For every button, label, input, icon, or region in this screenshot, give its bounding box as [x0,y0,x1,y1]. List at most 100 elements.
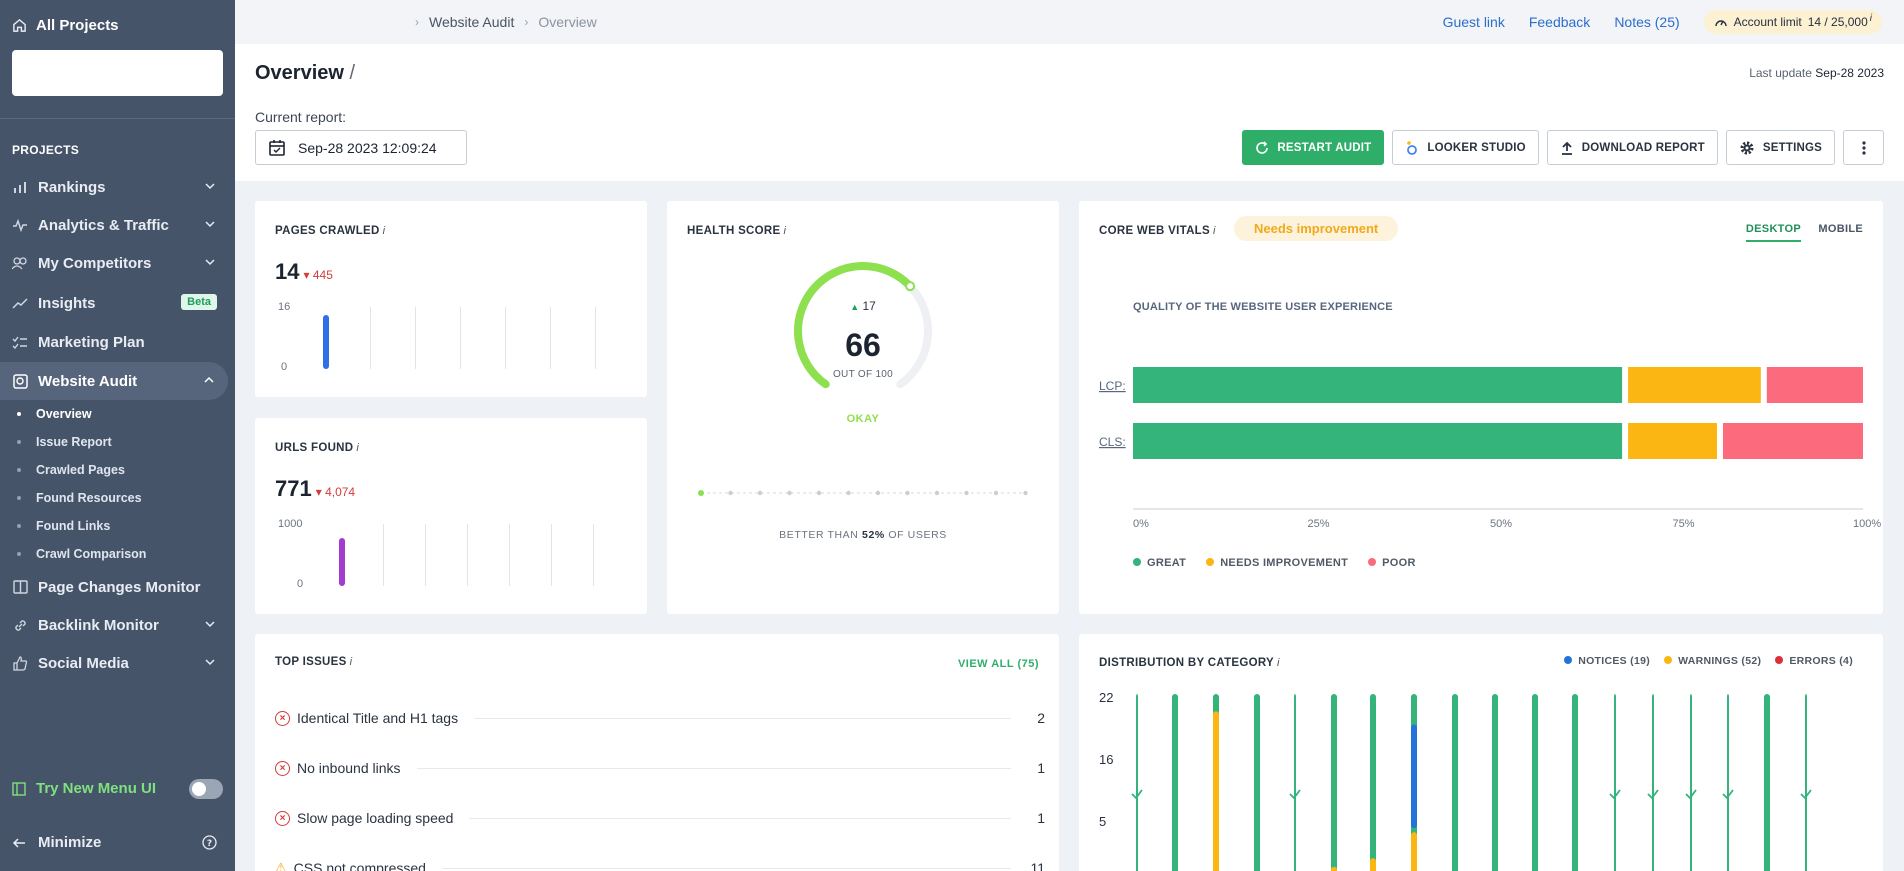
warnings-segment[interactable] [1370,858,1376,871]
header-buttons: RESTART AUDIT LOOKER STUDIO DOWNLOAD REP… [1242,130,1884,165]
sub-item-found-resources[interactable]: Found Resources [0,486,235,510]
sidebar-item-website-audit[interactable]: Website Audit [0,362,228,400]
warnings-segment[interactable] [1411,832,1417,871]
download-report-button[interactable]: DOWNLOAD REPORT [1546,130,1718,165]
guest-link[interactable]: Guest link [1442,14,1505,30]
tab-mobile[interactable]: MOBILE [1818,223,1863,235]
sub-item-crawled-pages[interactable]: Crawled Pages [0,458,235,482]
grid-line [593,524,594,586]
sub-item-overview[interactable]: Overview [0,402,235,426]
last-update-label: Last update [1749,66,1812,80]
sub-item-issue-report[interactable]: Issue Report [0,430,235,454]
timeline-point[interactable] [993,490,999,496]
timeline-point[interactable] [905,490,910,496]
last-update-value: Sep-28 2023 [1815,66,1884,80]
sidebar-item-competitors[interactable]: My Competitors [0,244,235,282]
notices-segment[interactable] [1411,724,1417,829]
check-icon [1647,789,1659,800]
info-icon[interactable]: i [1277,657,1280,669]
cwv-bar-segment[interactable] [1628,423,1717,459]
chevron-down-icon [205,659,215,666]
issue-row[interactable]: × No inbound links 1 [275,760,1045,776]
distribution-bar[interactable] [1492,694,1498,871]
sidebar-item-rankings[interactable]: Rankings [0,168,235,206]
issue-row[interactable]: ⚠ CSS not compressed 11 [275,860,1045,871]
sidebar-item-marketing-plan[interactable]: Marketing Plan [0,323,235,361]
cwv-row-label[interactable]: CLS: [1099,435,1126,449]
info-icon[interactable]: i [382,225,386,237]
account-limit-badge[interactable]: Account limit 14 / 25,000 i [1703,10,1882,34]
cwv-bar-segment[interactable] [1628,367,1761,403]
all-projects-link[interactable]: All Projects [0,0,235,34]
timeline-point[interactable] [757,490,763,496]
distribution-bar[interactable] [1172,694,1178,871]
x-tick-label: 50% [1490,518,1512,530]
looker-studio-button[interactable]: LOOKER STUDIO [1392,130,1539,165]
timeline-point[interactable] [964,490,969,496]
urls-found-number: 771 [275,476,312,501]
distribution-bar[interactable] [1690,694,1692,871]
cwv-bar-segment[interactable] [1766,367,1863,403]
issue-divider [416,767,1011,769]
cwv-row-label[interactable]: LCP: [1099,379,1126,393]
sidebar-item-backlink-monitor[interactable]: Backlink Monitor [0,606,235,644]
sidebar-item-page-changes[interactable]: Page Changes Monitor [0,568,235,606]
pages-crawled-bar[interactable] [323,314,329,369]
timeline-point[interactable] [787,490,792,496]
cwv-bar-segment[interactable] [1133,423,1623,459]
timeline-point[interactable] [934,490,940,496]
warnings-segment[interactable] [1213,711,1219,871]
breadcrumb-website-audit[interactable]: Website Audit [429,14,515,30]
report-date-picker[interactable]: Sep-28 2023 12:09:24 [255,130,467,165]
sidebar-item-social-media[interactable]: Social Media [0,644,235,682]
feedback-link[interactable]: Feedback [1528,14,1591,30]
distribution-bar[interactable] [1614,694,1616,871]
cwv-bar-segment[interactable] [1133,367,1623,403]
distribution-bar[interactable] [1370,694,1376,871]
distribution-bar[interactable] [1652,694,1654,871]
issue-row[interactable]: × Identical Title and H1 tags 2 [275,710,1045,726]
distribution-bar[interactable] [1331,694,1337,871]
cwv-bar-segment[interactable] [1723,423,1863,459]
notes-link[interactable]: Notes (25) [1614,14,1680,30]
page-title-text: Overview [255,62,344,84]
warnings-segment[interactable] [1331,866,1337,871]
distribution-bar[interactable] [1764,694,1770,871]
tab-desktop[interactable]: DESKTOP [1745,223,1801,242]
timeline-point[interactable] [875,490,881,496]
distribution-bar[interactable] [1254,694,1260,871]
timeline-point[interactable] [1023,490,1028,496]
distribution-bar[interactable] [1294,694,1296,871]
sub-item-crawl-comparison[interactable]: Crawl Comparison [0,542,235,566]
more-options-button[interactable] [1843,130,1884,165]
timeline-point[interactable] [728,490,733,496]
restart-audit-button[interactable]: RESTART AUDIT [1242,130,1385,165]
report-date-value: Sep-28 2023 12:09:24 [298,139,437,156]
timeline-point[interactable] [816,490,822,496]
distribution-bar[interactable] [1727,694,1729,871]
info-icon[interactable]: i [1212,225,1216,237]
info-icon[interactable]: i [783,225,787,237]
timeline-point[interactable] [698,490,704,496]
sidebar-item-analytics[interactable]: Analytics & Traffic [0,206,235,244]
project-search-box[interactable] [12,50,223,96]
issue-row[interactable]: × Slow page loading speed 1 [275,810,1045,826]
settings-button[interactable]: SETTINGS [1725,130,1835,165]
sidebar-item-insights[interactable]: Insights Beta [0,284,235,322]
info-icon[interactable]: i [356,442,360,454]
help-icon[interactable]: ? [202,835,217,850]
distribution-bar[interactable] [1452,694,1458,871]
grid-line [595,307,596,369]
urls-found-bar[interactable] [339,538,345,586]
minimize-button[interactable]: Minimize ? [12,834,223,851]
sub-item-found-links[interactable]: Found Links [0,514,235,538]
distribution-bar[interactable] [1532,694,1538,871]
distribution-bar[interactable] [1136,694,1138,871]
info-icon[interactable]: i [349,656,353,668]
top-issues-title: TOP ISSUES i [275,656,352,668]
distribution-bar[interactable] [1805,694,1807,871]
distribution-bar[interactable] [1572,694,1578,871]
view-all-issues-link[interactable]: VIEW ALL (75) [957,658,1039,670]
try-new-menu-toggle[interactable] [189,779,223,799]
timeline-point[interactable] [846,490,851,496]
